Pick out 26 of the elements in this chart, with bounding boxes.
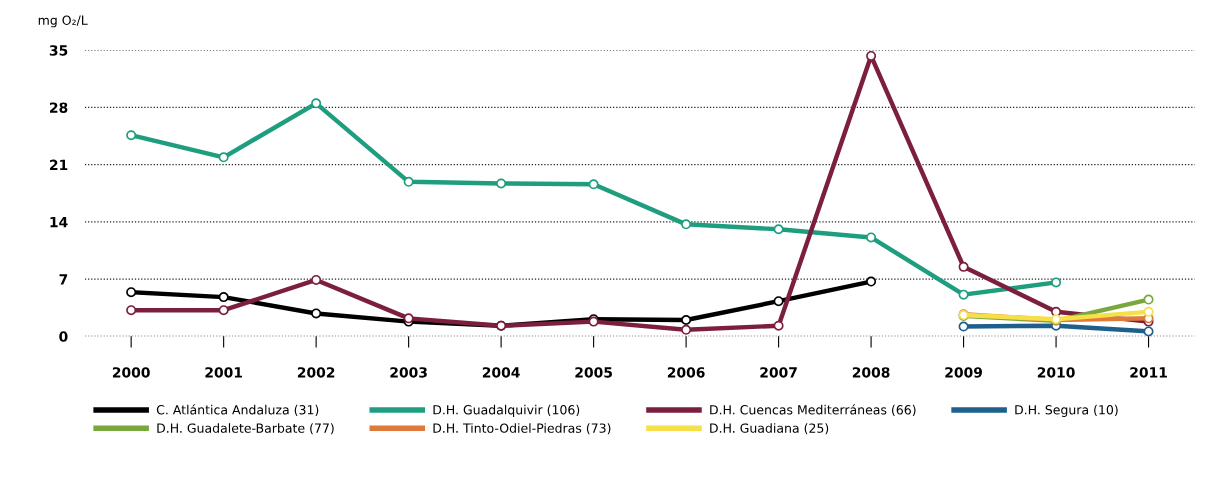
y-axis-title: mg O₂/L	[38, 15, 88, 28]
x-tick-label: 2005	[575, 367, 612, 378]
legend-label: D.H. Segura (10)	[1015, 404, 1118, 417]
x-tick-label: 2002	[297, 367, 335, 378]
x-tick-label: 2001	[205, 367, 243, 378]
legend-label: D.H. Guadalete-Barbate (77)	[157, 423, 334, 435]
x-tick-label: 2008	[852, 367, 890, 378]
y-tick-label: 35	[49, 45, 68, 56]
x-tick-label: 2006	[667, 367, 705, 378]
legend-label: D.H. Guadiana (25)	[710, 423, 829, 435]
y-tick-label: 21	[50, 159, 68, 170]
y-tick-label: 14	[50, 217, 68, 228]
y-tick-label: 0	[59, 331, 68, 342]
x-tick-label: 2003	[390, 367, 427, 378]
y-tick-label: 7	[59, 274, 68, 285]
x-tick-label: 2010	[1037, 367, 1075, 378]
x-tick-label: 2000	[112, 367, 150, 378]
x-tick-label: 2011	[1130, 367, 1167, 378]
x-tick-label: 2007	[760, 367, 797, 378]
legend-label: C. Atlántica Andaluza (31)	[156, 404, 319, 416]
x-tick-label: 2004	[482, 367, 520, 378]
x-tick-label: 2009	[945, 367, 983, 378]
y-tick-label: 28	[50, 102, 68, 113]
legend-label: D.H. Guadalquivir (106)	[433, 404, 580, 417]
legend-label: D.H. Cuencas Mediterráneas (66)	[710, 404, 916, 416]
legend-label: D.H. Tinto-Odiel-Piedras (73)	[433, 423, 611, 435]
